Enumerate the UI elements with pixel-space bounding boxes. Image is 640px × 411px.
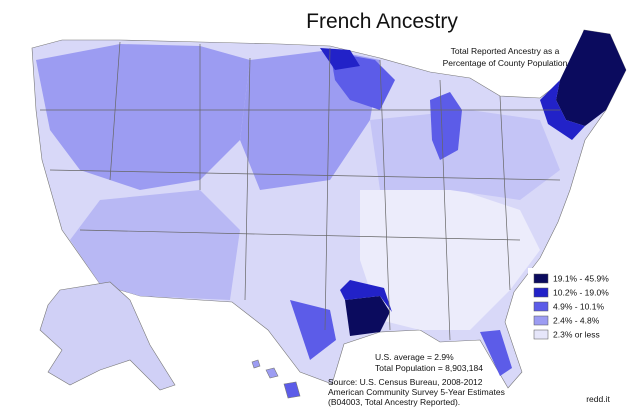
state-lines [40, 41, 561, 341]
legend-label: 2.4% - 4.8% [553, 315, 600, 325]
legend: 19.1% - 45.9% 10.2% - 19.0% 4.9% - 10.1% 2.… [533, 273, 609, 340]
new-england [556, 30, 626, 126]
west-region [36, 44, 250, 190]
title: French Ancestry [306, 10, 458, 33]
louisiana [345, 296, 390, 336]
alaska [39, 281, 176, 391]
legend-label: 4.9% - 10.1% [553, 301, 604, 311]
legend-swatch [533, 315, 549, 326]
hawaii [251, 359, 261, 369]
legend-swatch [533, 287, 549, 298]
new-england-edge [540, 80, 585, 140]
legend-swatch [533, 273, 549, 284]
michigan [430, 92, 462, 160]
legend-label: 10.2% - 19.0% [553, 287, 609, 297]
louisiana-edge [340, 280, 392, 312]
source-line: American Community Survey 5-Year Estimat… [328, 387, 505, 397]
south-region [360, 190, 540, 330]
midwest-region [370, 110, 560, 200]
legend-label: 19.1% - 45.9% [553, 273, 609, 283]
hawaii [283, 381, 301, 399]
subtitle: Total Reported Ancestry as a Percentage o… [443, 46, 568, 68]
hawaii [265, 367, 279, 379]
legend-label: 2.3% or less [553, 329, 600, 339]
note: U.S. average = 2.9% [375, 352, 454, 362]
southwest-region [70, 190, 240, 300]
florida-patch [480, 330, 512, 376]
subtitle-line: Total Reported Ancestry as a [451, 46, 560, 56]
texas-patch [290, 300, 336, 360]
notes: U.S. average = 2.9%Total Population = 8,… [375, 352, 483, 373]
map-shapes [31, 29, 627, 399]
source: Source: U.S. Census Bureau, 2008-2012Ame… [328, 377, 505, 407]
source-line: (B04003, Total Ancestry Reported). [328, 397, 460, 407]
legend-swatch [533, 329, 549, 340]
subtitle-line: Percentage of County Population [443, 58, 568, 68]
note: Total Population = 8,903,184 [375, 363, 483, 373]
legend-swatch [533, 301, 549, 312]
source-line: Source: U.S. Census Bureau, 2008-2012 [328, 377, 483, 387]
watermark: redd.it [586, 394, 610, 404]
